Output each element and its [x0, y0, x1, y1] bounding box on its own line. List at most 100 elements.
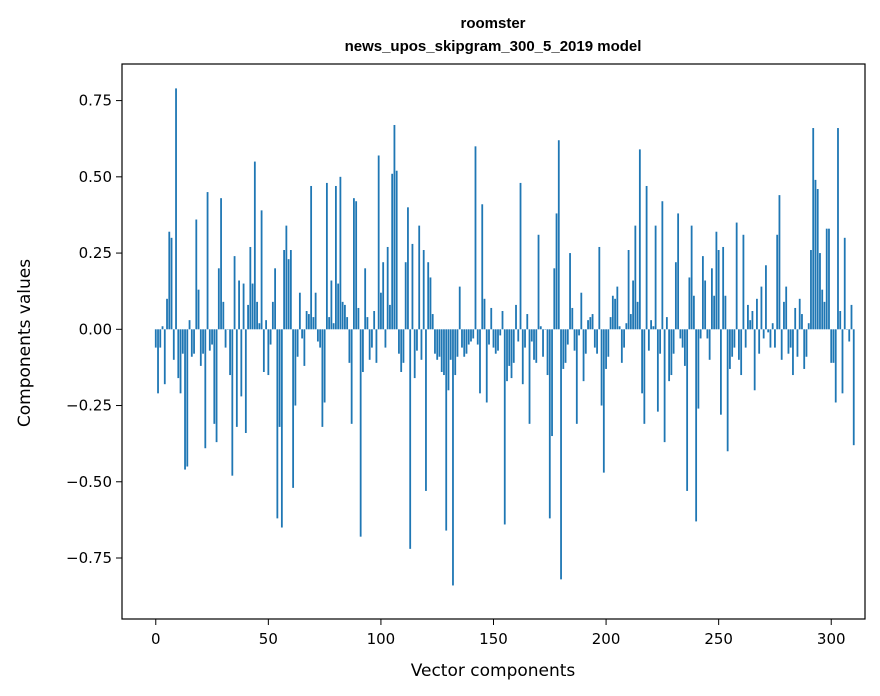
bar	[434, 329, 436, 354]
bar	[751, 311, 754, 330]
bar	[382, 262, 385, 330]
bar	[819, 253, 821, 330]
bar	[443, 329, 445, 376]
x-tick-label: 300	[817, 630, 846, 648]
bar	[841, 329, 844, 394]
bar	[850, 304, 853, 330]
bar	[708, 329, 711, 360]
bar	[258, 323, 261, 330]
bar	[780, 329, 783, 360]
bar	[629, 314, 632, 330]
bar	[783, 301, 785, 330]
bar	[371, 329, 373, 348]
bar	[792, 329, 794, 376]
bar	[355, 201, 358, 330]
bar	[440, 329, 443, 372]
bar	[391, 173, 394, 330]
bar	[186, 329, 189, 467]
bar	[654, 225, 657, 330]
bar	[837, 128, 839, 330]
bar	[560, 329, 562, 580]
bar	[834, 329, 837, 403]
bar	[661, 201, 664, 330]
bar	[294, 329, 297, 406]
bar	[506, 329, 508, 382]
bar	[512, 329, 515, 363]
bar	[447, 329, 450, 391]
bar	[343, 304, 346, 330]
bar	[172, 329, 175, 360]
bar	[798, 298, 801, 330]
bar	[231, 329, 234, 476]
bar	[665, 317, 668, 330]
bar	[645, 185, 648, 330]
bar	[769, 329, 772, 348]
bar	[400, 329, 403, 372]
bar	[456, 329, 459, 357]
bar	[706, 329, 709, 339]
bar	[334, 185, 337, 330]
bar	[747, 304, 749, 330]
bar	[461, 329, 463, 348]
bar	[510, 329, 513, 379]
bar	[208, 329, 211, 351]
bar	[778, 195, 781, 330]
bar	[823, 301, 826, 330]
bar	[713, 295, 716, 330]
bar	[501, 311, 504, 330]
bar	[803, 329, 806, 369]
plot-frame	[121, 63, 866, 620]
bar	[292, 329, 295, 488]
bar	[341, 301, 344, 330]
bar	[380, 292, 382, 330]
bar	[350, 329, 353, 424]
bar	[217, 268, 220, 330]
bar	[438, 329, 441, 357]
bar	[614, 298, 616, 330]
bar	[738, 329, 740, 360]
bar	[204, 329, 207, 449]
bar	[220, 198, 222, 330]
bar	[276, 329, 279, 519]
bar	[580, 292, 583, 330]
bar	[170, 237, 173, 330]
bar	[677, 213, 680, 330]
bar	[542, 329, 544, 357]
bar	[179, 329, 182, 394]
bar	[569, 253, 571, 330]
y-tick-label: 0.50	[79, 168, 112, 186]
bar	[679, 329, 682, 339]
bar	[515, 304, 517, 330]
bar	[699, 329, 702, 339]
bar	[733, 329, 736, 348]
bar	[409, 329, 412, 549]
bar	[328, 317, 331, 330]
bar	[715, 231, 718, 330]
bar	[488, 329, 490, 345]
bar	[598, 246, 601, 330]
bar	[436, 329, 439, 360]
bar	[652, 326, 655, 330]
bar	[749, 320, 752, 330]
bar	[242, 283, 245, 330]
bar	[431, 314, 434, 330]
bar	[573, 329, 576, 351]
y-axis-label: Components values	[15, 259, 35, 427]
bar	[280, 329, 283, 528]
bar	[233, 256, 236, 330]
bar	[190, 329, 193, 357]
bar	[740, 329, 743, 376]
bar	[674, 262, 677, 330]
bar	[420, 329, 423, 360]
bar	[413, 329, 416, 379]
bar	[154, 329, 157, 348]
bar	[321, 329, 324, 427]
bar	[296, 329, 299, 357]
bar	[548, 329, 551, 519]
bar	[244, 329, 247, 433]
y-tick-label: −0.25	[66, 397, 112, 415]
bar	[620, 329, 623, 363]
y-tick-label: 0.25	[79, 244, 112, 262]
bar	[213, 329, 216, 424]
bar	[337, 283, 340, 330]
